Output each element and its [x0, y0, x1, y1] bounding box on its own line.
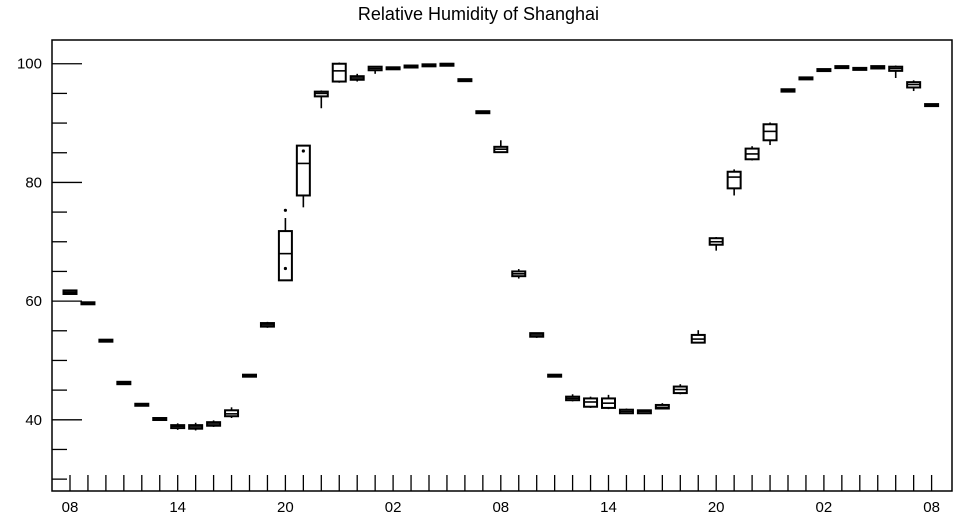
x-tick-label: 02: [385, 499, 402, 516]
box-plot: [80, 301, 96, 306]
x-tick-label: 14: [169, 499, 186, 516]
box-plot: [726, 169, 742, 196]
box-plot: [457, 78, 473, 83]
box-iqr: [277, 230, 293, 282]
box-plot: [798, 76, 814, 81]
x-tick-label: 08: [492, 499, 509, 516]
box-plot: [547, 373, 563, 378]
box-plot: [475, 110, 491, 115]
box-plot: [816, 68, 832, 73]
box-plot: [403, 64, 419, 69]
box-plot: [906, 80, 922, 92]
box-plot: [780, 88, 796, 93]
box-plot: [421, 63, 437, 68]
box-plot: [331, 62, 347, 83]
outlier-point: [301, 149, 305, 153]
box-plot: [834, 65, 850, 70]
box-plot: [116, 380, 132, 386]
box-plot: [349, 73, 365, 82]
box-plot: [618, 408, 634, 415]
chart-title: Relative Humidity of Shanghai: [357, 4, 600, 24]
outlier-point: [283, 266, 287, 271]
box-plot: [367, 65, 383, 74]
box-iqr: [331, 62, 347, 83]
y-tick-label: 80: [25, 174, 42, 191]
box-plot: [672, 384, 688, 395]
box-plot: [493, 140, 509, 154]
box-plot: [98, 338, 114, 343]
y-axis: 40 60 80 100: [17, 56, 82, 480]
box-plot: [708, 237, 724, 251]
box-plot: [188, 422, 204, 431]
box-plot: [295, 144, 311, 208]
box-plot: [852, 66, 868, 71]
x-tick-label: 20: [277, 499, 294, 516]
box-plot: [134, 402, 150, 407]
box-plot: [565, 394, 581, 402]
box-plot: [744, 146, 760, 161]
y-tick-label: 100: [17, 56, 42, 73]
box-plot: [277, 208, 293, 282]
x-axis: 08 14 20 02 08 14 20 02 08: [62, 475, 940, 516]
box-plot: [170, 423, 186, 430]
box-plot: [224, 407, 240, 419]
box-plot: [439, 62, 455, 67]
box-plot: [690, 330, 706, 344]
box-plot: [385, 66, 401, 71]
y-tick-label: 40: [25, 412, 42, 429]
box-plot: [636, 409, 652, 415]
box-plot: [206, 420, 222, 427]
box-plot: [152, 417, 168, 422]
box-plot: [62, 289, 78, 295]
box-plot: [259, 321, 275, 328]
box-iqr: [295, 144, 311, 197]
box-iqr: [726, 170, 742, 190]
box-series: [62, 62, 940, 431]
y-tick-label: 60: [25, 293, 42, 310]
x-tick-label: 14: [600, 499, 617, 516]
box-plot: [870, 65, 886, 70]
plot-frame: [51, 39, 953, 492]
x-tick-label: 02: [816, 499, 833, 516]
box-plot: [762, 122, 778, 146]
box-plot: [313, 90, 329, 109]
box-iqr: [762, 123, 778, 142]
x-tick-label: 08: [62, 499, 79, 516]
box-plot: [888, 65, 904, 78]
box-plot: [529, 332, 545, 338]
x-tick-label: 20: [708, 499, 725, 516]
box-plot: [924, 103, 940, 108]
box-plot: [583, 396, 599, 408]
box-plot: [242, 373, 257, 378]
x-tick-label: 08: [923, 499, 940, 516]
box-plot: [511, 269, 527, 279]
box-plot: [654, 403, 670, 410]
outlier-point: [283, 208, 287, 212]
box-plot: [601, 394, 616, 410]
